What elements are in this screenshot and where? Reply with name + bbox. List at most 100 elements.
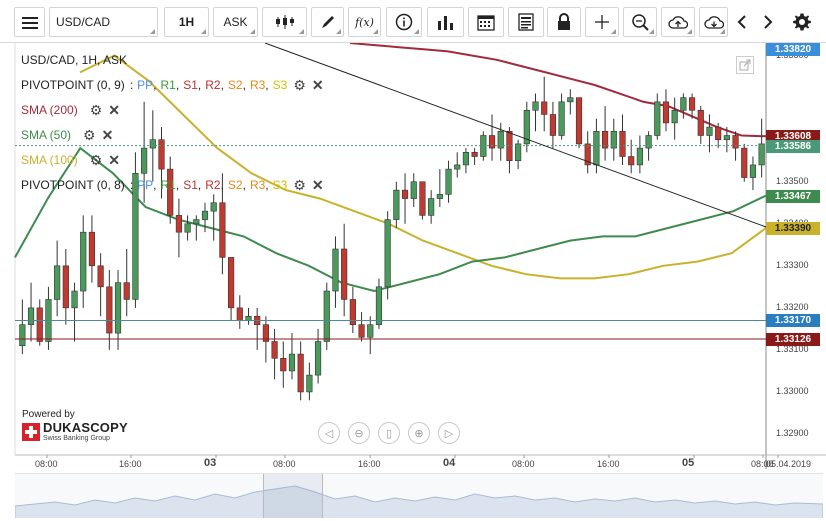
candle-bearish xyxy=(280,358,287,372)
indicators-button[interactable]: f(x) xyxy=(348,7,381,37)
close-icon[interactable]: ✕ xyxy=(108,101,120,118)
lock-button[interactable] xyxy=(547,7,581,37)
candle-bullish xyxy=(332,248,339,292)
swiss-cross-logo xyxy=(22,423,40,441)
candle-bearish xyxy=(741,147,748,178)
scroll-right-button[interactable] xyxy=(757,7,779,37)
download-button[interactable] xyxy=(699,7,728,37)
candle-bullish xyxy=(384,219,391,288)
zoom-out-button[interactable]: ⊖ xyxy=(348,422,370,444)
candle-bullish xyxy=(680,97,687,111)
candle-bullish xyxy=(567,97,574,103)
close-icon[interactable]: ✕ xyxy=(108,151,120,168)
sma-100-name: SMA (100) xyxy=(21,153,78,167)
candle-bullish xyxy=(558,101,565,136)
pivot-label-s2: S2 xyxy=(227,78,243,92)
candle-bearish xyxy=(228,257,235,309)
navigator-window[interactable] xyxy=(263,474,323,518)
news-button[interactable] xyxy=(508,7,544,37)
candle-bullish xyxy=(210,202,217,212)
candle-bullish xyxy=(454,164,461,170)
dropdown-corner-icon xyxy=(687,29,692,34)
candles-icon xyxy=(275,15,294,29)
price-marker-label: 1.33586 xyxy=(766,139,820,153)
lock-icon xyxy=(558,13,570,30)
candle-bullish xyxy=(523,109,530,145)
settings-button[interactable] xyxy=(788,7,816,37)
price-chart[interactable] xyxy=(0,43,826,521)
price-marker-label: 1.33126 xyxy=(766,332,820,346)
candle-bearish xyxy=(36,307,43,342)
legend-sma-50[interactable]: SMA (50) ⚙ ✕ xyxy=(21,126,113,144)
time-tick-label: 08:00 xyxy=(751,459,774,469)
upload-button[interactable] xyxy=(661,7,695,37)
candle-bearish xyxy=(662,101,670,124)
gear-icon[interactable]: ⚙ xyxy=(89,101,103,118)
side-selector[interactable]: ASK xyxy=(213,7,258,37)
candle-bullish xyxy=(54,265,61,300)
candle-bullish xyxy=(671,109,678,124)
zoom-in-button[interactable]: ⊕ xyxy=(408,422,430,444)
volume-button[interactable] xyxy=(427,7,464,37)
gear-icon[interactable]: ⚙ xyxy=(83,126,96,143)
dropdown-corner-icon xyxy=(299,29,304,34)
close-icon[interactable]: ✕ xyxy=(311,76,324,93)
dropdown-corner-icon xyxy=(150,29,155,34)
candle-bullish xyxy=(515,143,522,162)
price-tick-label: 1.33000 xyxy=(776,385,809,396)
gear-icon xyxy=(793,13,811,31)
info-button[interactable] xyxy=(386,7,422,37)
candle-bullish xyxy=(593,130,600,166)
pan-right-button[interactable]: ▷ xyxy=(438,422,460,444)
price-marker-label: 1.33170 xyxy=(766,314,820,328)
toolbar: USD/CAD 1H ASK f(x) xyxy=(0,0,826,43)
candle-bearish xyxy=(158,139,165,170)
instrument-selector[interactable]: USD/CAD xyxy=(49,7,158,37)
pivot-label-s2: S2 xyxy=(227,178,243,192)
period-selector[interactable]: 1H xyxy=(164,7,209,37)
candle-bullish xyxy=(184,223,191,233)
candle-bullish xyxy=(706,126,713,136)
pivot-label-s1: S1 xyxy=(183,178,198,192)
pencil-icon xyxy=(321,16,334,28)
legend-sma-100[interactable]: SMA (100) ⚙ ✕ xyxy=(21,151,120,169)
popout-button[interactable] xyxy=(736,56,754,74)
gear-icon[interactable]: ⚙ xyxy=(293,176,306,193)
gear-icon[interactable]: ⚙ xyxy=(293,76,306,93)
candle-bullish xyxy=(393,189,400,220)
candle-bullish xyxy=(758,143,765,166)
draw-tool-button[interactable] xyxy=(311,7,344,37)
legend-pivot-2[interactable]: PIVOTPOINT (0, 8) : PP, R1, S1, R2, S2, … xyxy=(21,176,324,193)
pan-left-button[interactable]: ◁ xyxy=(318,422,340,444)
scroll-left-button[interactable] xyxy=(731,7,753,37)
zoom-button[interactable] xyxy=(623,7,657,37)
menu-button[interactable] xyxy=(14,7,45,37)
reset-view-button[interactable]: ▯ xyxy=(378,422,400,444)
candle-bearish xyxy=(97,265,104,288)
calendar-button[interactable] xyxy=(468,7,504,37)
navigator-strip[interactable] xyxy=(15,473,823,518)
candle-bearish xyxy=(271,341,278,359)
candle-bullish xyxy=(314,341,322,376)
time-tick-label: 05 xyxy=(682,457,695,469)
chart-area[interactable]: USD/CAD, 1H, ASK PIVOTPOINT (0, 9) : PP,… xyxy=(0,43,826,521)
zoom-in-icon: ⊕ xyxy=(414,427,424,440)
close-icon[interactable]: ✕ xyxy=(311,176,324,193)
candle-bearish xyxy=(88,231,96,267)
candle-bearish xyxy=(349,299,356,325)
legend-sma-200[interactable]: SMA (200) ⚙ ✕ xyxy=(21,101,120,119)
legend-pivot-1[interactable]: PIVOTPOINT (0, 9) : PP, R1, S1, R2, S2, … xyxy=(21,76,324,93)
candle-bearish xyxy=(619,130,626,157)
magnifier-icon xyxy=(632,14,649,31)
pivot-label-r2: R2 xyxy=(205,178,221,192)
crosshair-button[interactable] xyxy=(585,7,619,37)
chevron-left-icon xyxy=(737,15,746,29)
crosshair-icon xyxy=(595,15,609,29)
close-icon[interactable]: ✕ xyxy=(101,126,114,143)
dropdown-corner-icon xyxy=(373,29,378,34)
candle-bullish xyxy=(654,101,661,136)
candle-bullish xyxy=(636,147,643,166)
chart-type-button[interactable] xyxy=(262,7,307,37)
gear-icon[interactable]: ⚙ xyxy=(89,151,103,168)
candle-bearish xyxy=(541,101,548,115)
